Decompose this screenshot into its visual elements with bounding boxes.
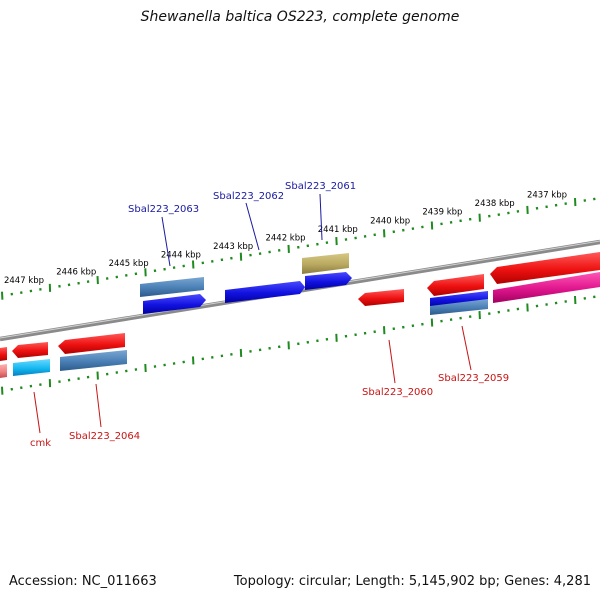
gene-sbal223-2063-feature[interactable]: [140, 277, 204, 297]
ruler-tick-label: 2444 kbp: [161, 251, 201, 261]
gene-sbal223-2064-feature[interactable]: [58, 333, 125, 354]
gene-sbal223-2064-lower-feature[interactable]: [60, 350, 127, 371]
ruler-tick-label: 2443 kbp: [213, 242, 253, 252]
gene-feature[interactable]: [493, 272, 600, 303]
gene-label-sbal223-2062[interactable]: Sbal223_2062: [213, 191, 284, 202]
gene-label-sbal223-2060[interactable]: Sbal223_2060: [362, 387, 433, 398]
gene-feature[interactable]: [0, 364, 7, 378]
gene-feature[interactable]: [430, 291, 488, 307]
ruler-tick-label: 2442 kbp: [265, 233, 305, 243]
ruler-tick-label: 2440 kbp: [370, 216, 410, 226]
ruler-tick-label: 2445 kbp: [109, 259, 149, 269]
genome-summary-label: Topology: circular; Length: 5,145,902 bp…: [233, 574, 591, 589]
gene-feature[interactable]: [143, 294, 206, 314]
ruler-tick-label: 2446 kbp: [56, 268, 96, 278]
ruler-tick-label: 2441 kbp: [318, 225, 358, 235]
gene-label-sbal223-2063[interactable]: Sbal223_2063: [128, 204, 199, 215]
gene-label-sbal223-2059[interactable]: Sbal223_2059: [438, 373, 509, 384]
gene-feature[interactable]: [358, 289, 404, 306]
gene-labels: Sbal223_2061 Sbal223_2062 Sbal223_2063 S…: [30, 181, 509, 449]
map-title: Shewanella baltica OS223, complete genom…: [140, 9, 460, 25]
ruler-tick-label: 2438 kbp: [475, 199, 515, 209]
ruler-tick-label: 2447 kbp: [4, 276, 44, 286]
gene-feature[interactable]: [0, 347, 7, 361]
gene-sbal223-2061-feature[interactable]: [302, 253, 349, 274]
accession-label: Accession: NC_011663: [9, 574, 157, 589]
ruler-tick-label: 2437 kbp: [527, 191, 567, 201]
inner-ruler-minor-tick: [67, 378, 71, 382]
gene-label-cmk[interactable]: cmk: [30, 438, 51, 449]
reverse-strand-genes: [0, 252, 600, 378]
position-ruler-outer: [1, 197, 596, 300]
gene-feature[interactable]: [12, 342, 48, 358]
position-ruler-labels: 2437 kbp 2438 kbp 2439 kbp 2440 kbp 2441 kbp…: [4, 191, 567, 286]
gene-sbal223-2059-lower-feature[interactable]: [430, 299, 488, 315]
gene-cmk-feature[interactable]: [13, 359, 50, 376]
gene-sbal223-2062-feature[interactable]: [225, 281, 305, 303]
ruler-tick-label: 2439 kbp: [422, 208, 462, 218]
forward-strand-genes: [140, 253, 488, 314]
outer-ruler-minor-tick: [67, 283, 71, 287]
gene-label-sbal223-2061[interactable]: Sbal223_2061: [285, 181, 356, 192]
position-ruler-inner: [1, 295, 596, 395]
gene-feature[interactable]: [305, 272, 352, 290]
gene-sbal223-2059-feature[interactable]: [427, 274, 484, 296]
gene-label-sbal223-2064[interactable]: Sbal223_2064: [69, 431, 140, 442]
gene-feature[interactable]: [490, 252, 600, 284]
gene-callouts: [33, 193, 472, 434]
